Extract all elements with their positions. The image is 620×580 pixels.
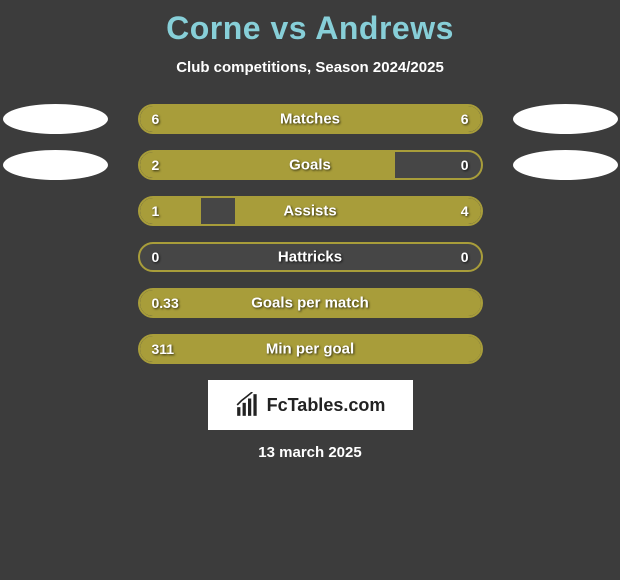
stat-label: Hattricks	[278, 249, 342, 266]
avatar-spacer	[3, 196, 108, 226]
stat-value-right: 4	[461, 203, 469, 219]
page-title: Corne vs Andrews	[0, 10, 620, 47]
brand-logo[interactable]: FcTables.com	[208, 380, 413, 430]
stat-value-left: 0	[152, 249, 160, 265]
stat-bar: 311 Min per goal	[138, 334, 483, 364]
stat-row: 2 0 Goals	[0, 150, 620, 180]
stat-bar: 1 4 Assists	[138, 196, 483, 226]
comparison-card: Corne vs Andrews Club competitions, Seas…	[0, 0, 620, 461]
stat-label: Goals per match	[251, 295, 369, 312]
player-avatar-right	[513, 104, 618, 134]
bar-fill-left	[140, 198, 201, 224]
stat-row: 6 6 Matches	[0, 104, 620, 134]
player-avatar-left	[3, 150, 108, 180]
stat-bar: 2 0 Goals	[138, 150, 483, 180]
stat-row: 0.33 Goals per match	[0, 288, 620, 318]
stat-value-left: 1	[152, 203, 160, 219]
stats-area: 6 6 Matches 2 0 Goals 1 4 Assists 0 0 Hattricks 0.33…	[0, 104, 620, 364]
stat-value-right: 6	[461, 111, 469, 127]
date-label: 13 march 2025	[0, 444, 620, 461]
avatar-spacer	[513, 288, 618, 318]
stat-bar: 0 0 Hattricks	[138, 242, 483, 272]
stat-label: Goals	[289, 157, 331, 174]
stat-row: 311 Min per goal	[0, 334, 620, 364]
stat-bar: 0.33 Goals per match	[138, 288, 483, 318]
avatar-spacer	[513, 196, 618, 226]
bar-fill-right	[235, 198, 481, 224]
stat-value-right: 0	[461, 157, 469, 173]
player-avatar-right	[513, 150, 618, 180]
subtitle: Club competitions, Season 2024/2025	[0, 59, 620, 76]
stat-value-left: 6	[152, 111, 160, 127]
stat-row: 1 4 Assists	[0, 196, 620, 226]
stat-label: Assists	[283, 203, 336, 220]
stat-row: 0 0 Hattricks	[0, 242, 620, 272]
avatar-spacer	[513, 242, 618, 272]
stat-value-left: 2	[152, 157, 160, 173]
stat-bar: 6 6 Matches	[138, 104, 483, 134]
avatar-spacer	[3, 288, 108, 318]
player-avatar-left	[3, 104, 108, 134]
chart-icon	[235, 392, 261, 418]
bar-fill-left	[140, 152, 396, 178]
brand-text: FcTables.com	[267, 395, 386, 416]
stat-label: Matches	[280, 111, 340, 128]
avatar-spacer	[513, 334, 618, 364]
stat-value-left: 311	[152, 341, 175, 357]
stat-value-right: 0	[461, 249, 469, 265]
stat-value-left: 0.33	[152, 295, 179, 311]
avatar-spacer	[3, 334, 108, 364]
avatar-spacer	[3, 242, 108, 272]
stat-label: Min per goal	[266, 341, 354, 358]
